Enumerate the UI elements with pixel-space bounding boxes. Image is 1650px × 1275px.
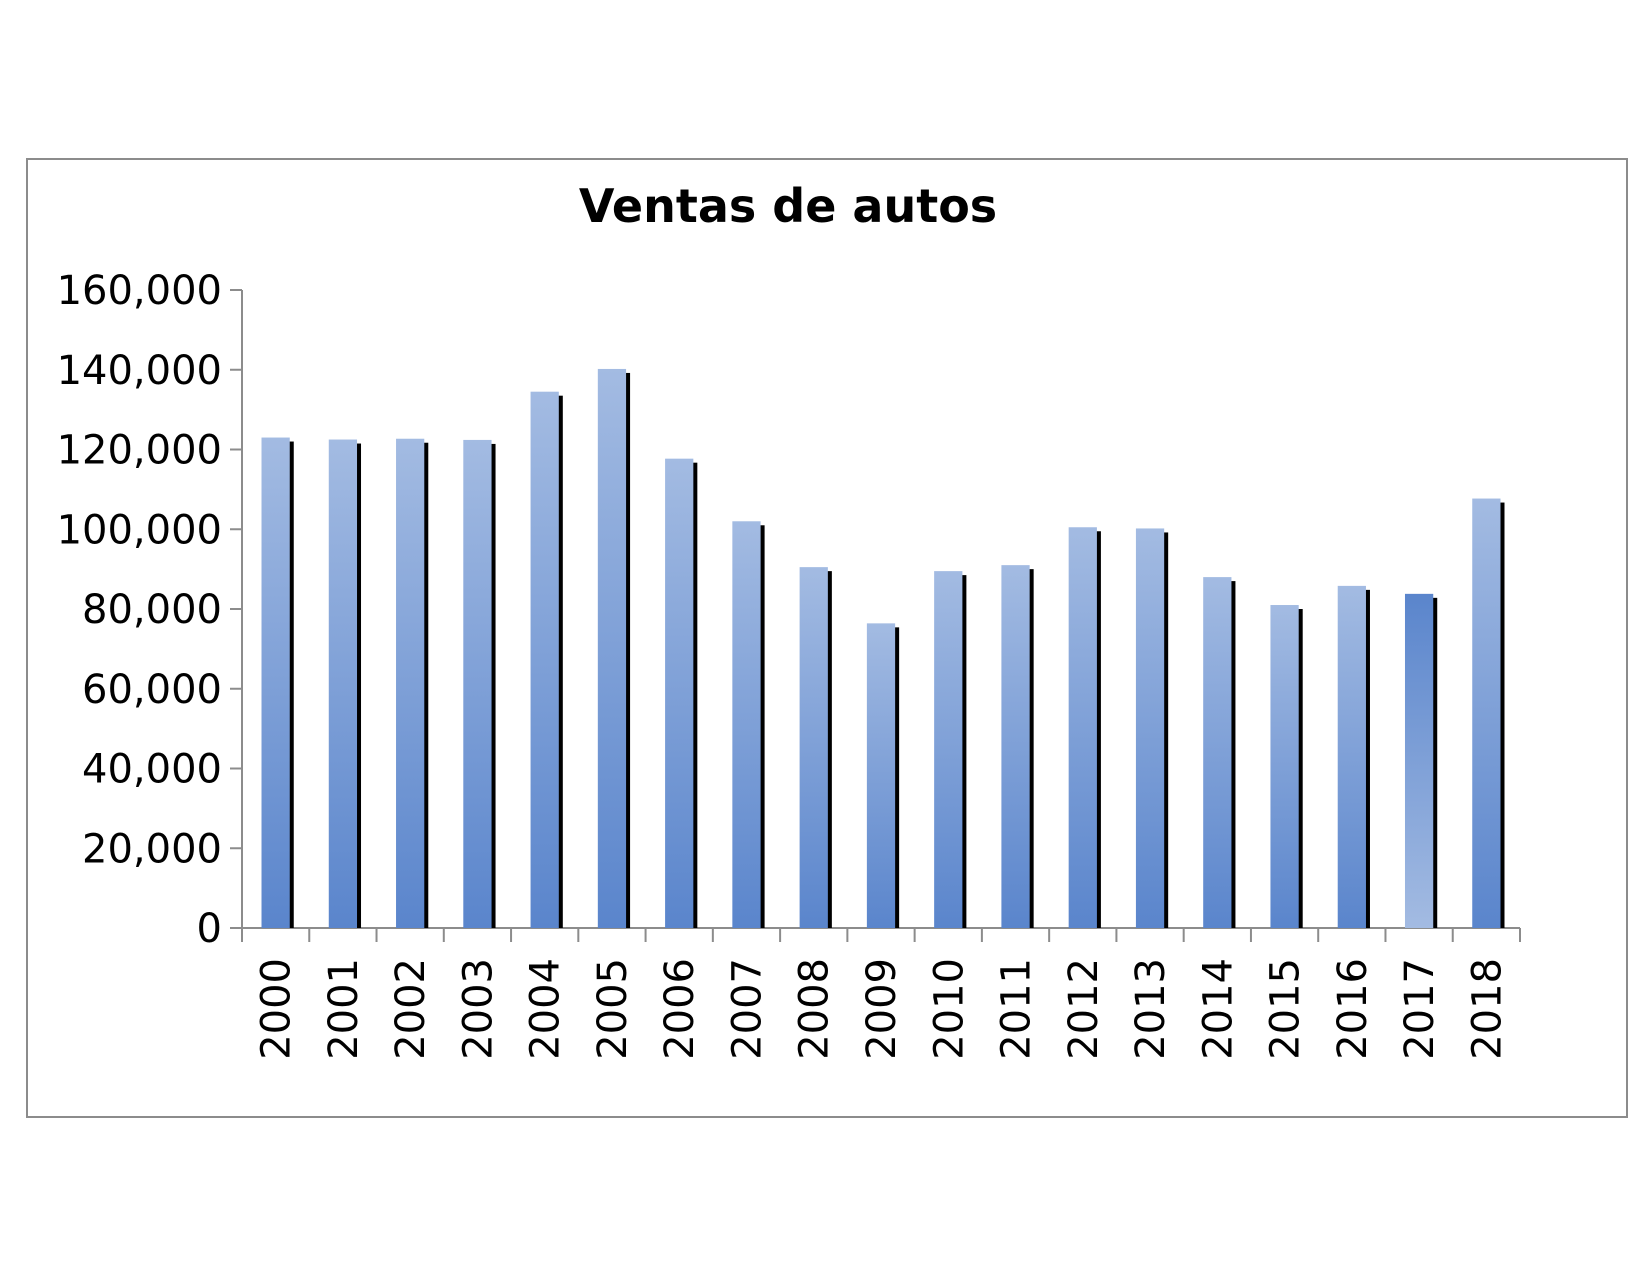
bar xyxy=(1270,605,1299,928)
y-tick-label: 60,000 xyxy=(82,667,222,713)
bar xyxy=(396,438,425,928)
x-tick-label: 2012 xyxy=(1061,958,1107,1060)
y-tick-label: 40,000 xyxy=(82,747,222,793)
x-tick-label: 2002 xyxy=(388,958,434,1060)
y-tick-label: 20,000 xyxy=(82,826,222,872)
bar xyxy=(1472,498,1501,928)
x-tick-label: 2004 xyxy=(523,958,569,1060)
bar xyxy=(665,458,694,928)
x-tick-label: 2001 xyxy=(321,958,367,1060)
bar xyxy=(530,391,559,928)
bar xyxy=(934,571,963,928)
bar xyxy=(463,439,492,928)
bar xyxy=(261,437,290,928)
bar xyxy=(1135,528,1165,928)
x-tick-label: 2017 xyxy=(1397,958,1443,1060)
x-tick-label: 2014 xyxy=(1195,958,1241,1060)
x-tick-label: 2018 xyxy=(1464,958,1510,1060)
y-tick-label: 80,000 xyxy=(82,587,222,633)
x-tick-label: 2006 xyxy=(657,958,703,1060)
bar xyxy=(1068,527,1097,928)
bar xyxy=(328,439,358,928)
bar xyxy=(1001,565,1030,928)
x-tick-label: 2010 xyxy=(926,958,972,1060)
chart-title: Ventas de autos xyxy=(579,179,997,233)
x-tick-label: 2000 xyxy=(254,958,300,1060)
x-tick-label: 2016 xyxy=(1330,958,1376,1060)
y-tick-label: 100,000 xyxy=(57,507,222,553)
bar xyxy=(1203,577,1232,928)
y-tick-label: 120,000 xyxy=(57,428,222,474)
y-tick-label: 0 xyxy=(197,906,222,952)
y-tick-label: 160,000 xyxy=(57,268,222,314)
bar xyxy=(799,567,828,928)
bar xyxy=(866,623,896,928)
chart-frame: Ventas de autos 0 20,000 40,000 60,000 80,00… xyxy=(26,158,1628,1118)
x-tick-label: 2013 xyxy=(1128,958,1174,1060)
plot-area: 0 20,000 40,000 60,000 80,000 100,000 120,000 1… xyxy=(57,268,1521,1060)
bar xyxy=(597,368,627,928)
bar xyxy=(732,521,761,928)
x-tick-label: 2005 xyxy=(590,958,636,1060)
x-tick-label: 2008 xyxy=(792,958,838,1060)
y-tick-label: 140,000 xyxy=(57,348,222,394)
x-tick-label: 2003 xyxy=(455,958,501,1060)
bar xyxy=(1337,585,1366,928)
x-tick-label: 2007 xyxy=(724,958,770,1060)
x-tick-label: 2015 xyxy=(1263,958,1309,1060)
x-tick-label: 2011 xyxy=(994,958,1040,1060)
bar xyxy=(1404,593,1434,928)
x-tick-label: 2009 xyxy=(859,958,905,1060)
bar-chart: Ventas de autos 0 20,000 40,000 60,000 80,00… xyxy=(57,179,1521,1060)
